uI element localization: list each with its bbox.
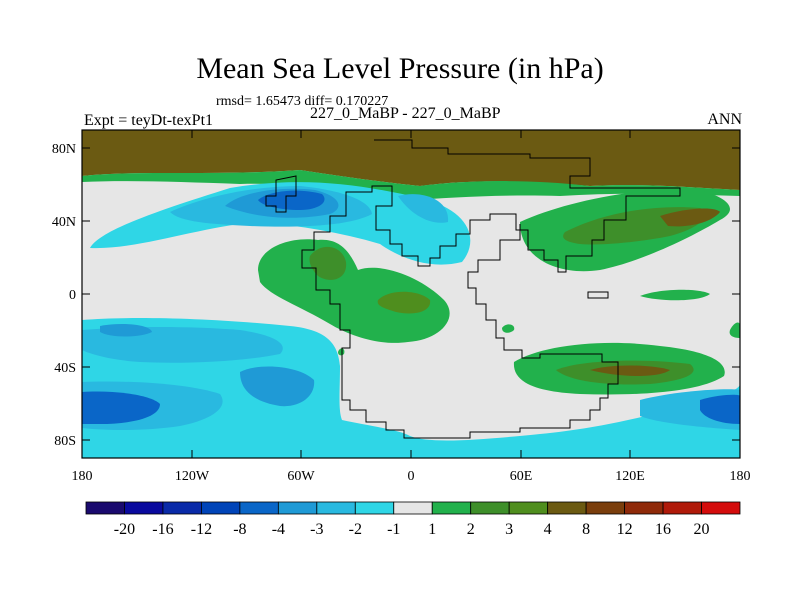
tropical-high-outer [258,239,450,343]
lon-label-180e: 180 [730,469,751,484]
colorbar-label: 2 [467,521,475,538]
colorbar-label: 12 [617,521,633,538]
southern-low-core-c [240,366,315,407]
colorbar-label: 3 [505,521,513,538]
lat-label-40n: 40N [52,215,76,230]
contour-field [82,130,740,458]
south-high-core [590,365,670,376]
east-green-patch [640,289,710,301]
colorbar-label: 4 [544,521,552,538]
southern-low-core-a [82,391,160,424]
colorbar-swatch [624,501,664,515]
colorbar-swatch [701,501,741,515]
lon-label-120w: 120W [175,469,210,484]
lat-label-0: 0 [69,288,76,303]
lon-label-120e: 120E [615,469,645,484]
colorbar-label: -3 [310,521,323,538]
lon-label-0: 0 [408,469,415,484]
southern-low-east-core [700,394,740,424]
chart-title: Mean Sea Level Pressure (in hPa) [196,52,604,85]
lon-label-60w: 60W [287,469,315,484]
colorbar: -20 -16 -12 -8 -4 -3 -2 -1 1 2 3 4 8 12 16 20 [85,501,741,538]
lon-label-60e: 60E [510,469,533,484]
colorbar-swatch [508,501,549,515]
colorbar-swatch [201,501,241,515]
small-green-dot [502,324,515,333]
colorbar-swatch [431,501,472,515]
season-label: ANN [707,111,742,128]
colorbar-label: -16 [152,521,173,538]
lat-label-40s: 40S [54,361,76,376]
lon-label-180w: 180 [72,469,93,484]
tropical-high-mid-b [377,291,431,314]
colorbar-swatch [162,501,202,515]
lat-label-80n: 80N [52,142,76,157]
island-outline-east [587,291,609,299]
colorbar-label: -12 [191,521,212,538]
colorbar-swatch [470,501,510,515]
arctic-high-band [82,130,740,190]
colorbar-swatch [354,501,395,515]
colorbar-swatch [124,501,164,515]
colorbar-swatch [585,501,625,515]
colorbar-label: 1 [428,521,436,538]
colorbar-label: 20 [694,521,710,538]
colorbar-label: -20 [114,521,135,538]
colorbar-swatch [316,501,356,515]
atlantic-low [398,194,449,223]
colorbar-swatch [239,501,279,515]
colorbar-swatch [85,501,125,515]
colorbar-label: 16 [655,521,671,538]
stats-subtitle: rmsd= 1.65473 diff= 0.170227 [216,94,389,109]
colorbar-swatch [277,501,318,515]
southern-low-core-d [100,324,152,337]
east-edge-green [729,322,740,338]
experiment-label: Expt = teyDt-texPt1 [84,112,214,129]
colorbar-label: -8 [233,521,246,538]
colorbar-label: -2 [349,521,362,538]
small-green-dot-2 [338,348,345,356]
lat-ticks [82,147,740,441]
north-low-core [258,190,325,210]
island-outline-north [265,175,297,213]
lat-label-80s: 80S [54,434,76,449]
lon-ticks [81,130,741,458]
colorbar-swatch [547,501,587,515]
colorbar-label: -1 [387,521,400,538]
center-label: 227_0_MaBP - 227_0_MaBP [310,105,501,122]
colorbar-label: -4 [272,521,285,538]
colorbar-swatch [662,501,702,515]
arctic-rim [82,170,740,200]
asia-high-core [660,208,720,227]
colorbar-label: 8 [582,521,590,538]
tropical-high-mid-a [309,246,347,280]
continent-outline [301,139,681,439]
colorbar-swatch [393,501,433,515]
